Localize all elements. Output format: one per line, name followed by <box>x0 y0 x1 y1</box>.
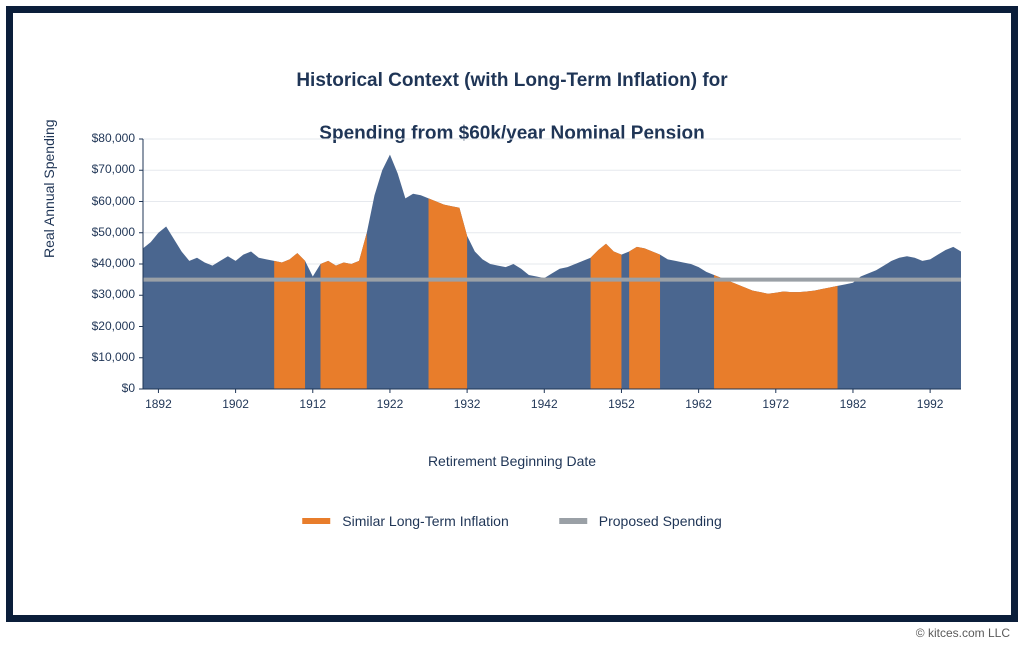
y-tick-label: $40,000 <box>79 256 135 270</box>
y-axis-label: Real Annual Spending <box>41 119 57 258</box>
legend-swatch-highlight <box>302 518 330 524</box>
x-tick-label: 1902 <box>222 397 249 411</box>
x-tick-label: 1932 <box>454 397 481 411</box>
x-tick-label: 1942 <box>531 397 558 411</box>
x-tick-label: 1892 <box>145 397 172 411</box>
chart-card: Historical Context (with Long-Term Infla… <box>6 6 1018 622</box>
y-tick-label: $80,000 <box>79 131 135 145</box>
x-tick-label: 1952 <box>608 397 635 411</box>
y-tick-label: $60,000 <box>79 194 135 208</box>
legend-item-highlight: Similar Long-Term Inflation <box>302 513 509 529</box>
x-tick-label: 1922 <box>377 397 404 411</box>
chart-title: Historical Context (with Long-Term Infla… <box>296 41 727 147</box>
x-tick-label: 1992 <box>917 397 944 411</box>
y-tick-label: $20,000 <box>79 319 135 333</box>
y-tick-label: $70,000 <box>79 162 135 176</box>
legend-swatch-proposed <box>559 518 587 524</box>
y-tick-label: $10,000 <box>79 350 135 364</box>
chart-svg <box>73 133 971 413</box>
x-tick-label: 1982 <box>840 397 867 411</box>
y-tick-label: $50,000 <box>79 225 135 239</box>
x-tick-label: 1962 <box>685 397 712 411</box>
x-tick-label: 1912 <box>299 397 326 411</box>
x-tick-label: 1972 <box>762 397 789 411</box>
legend: Similar Long-Term Inflation Proposed Spe… <box>302 513 722 529</box>
y-tick-label: $30,000 <box>79 287 135 301</box>
copyright-text: © kitces.com LLC <box>916 626 1010 640</box>
legend-item-proposed: Proposed Spending <box>559 513 722 529</box>
x-axis-label: Retirement Beginning Date <box>428 453 596 469</box>
legend-label-highlight: Similar Long-Term Inflation <box>342 513 509 529</box>
title-line-1: Historical Context (with Long-Term Infla… <box>296 70 727 91</box>
chart-plot-area <box>73 133 971 413</box>
y-tick-label: $0 <box>79 381 135 395</box>
legend-label-proposed: Proposed Spending <box>599 513 722 529</box>
